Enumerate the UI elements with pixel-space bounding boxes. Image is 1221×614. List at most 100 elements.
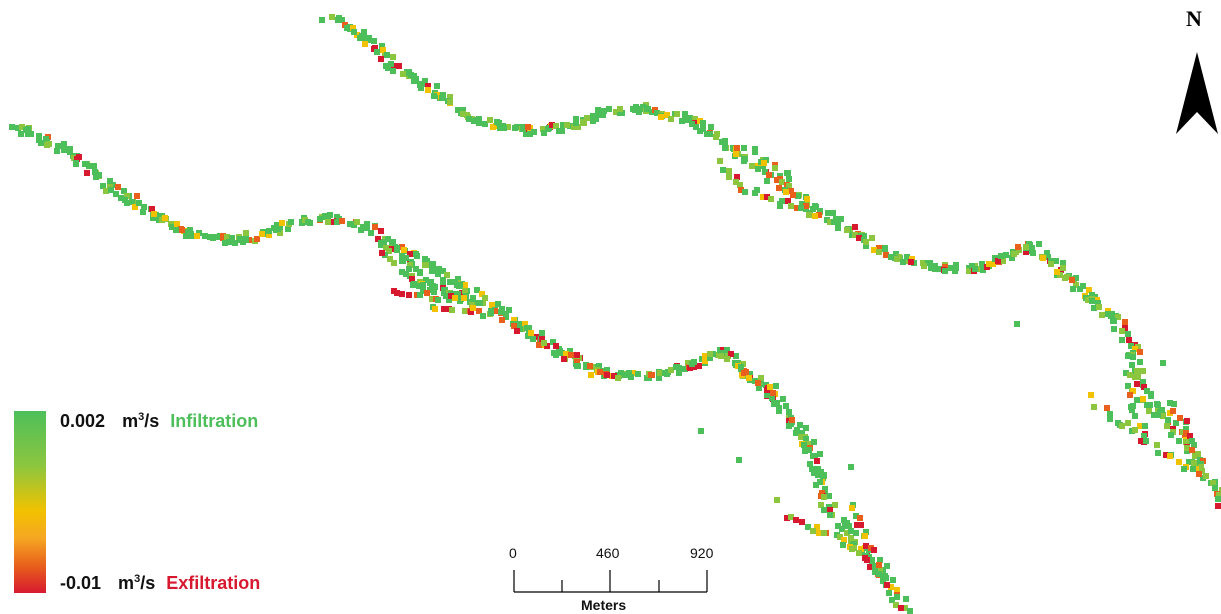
- river-cell: [630, 370, 636, 376]
- river-cell: [378, 242, 384, 248]
- river-cell: [584, 115, 590, 121]
- river-cell: [619, 110, 625, 116]
- river-cell: [644, 375, 650, 381]
- river-cell: [1155, 412, 1161, 418]
- river-cell: [871, 247, 877, 253]
- river-cell: [789, 417, 795, 423]
- north-arrow-icon: [1176, 52, 1218, 134]
- river-cell: [317, 216, 323, 222]
- river-cell: [361, 29, 367, 35]
- river-cell: [1053, 258, 1059, 264]
- river-cell: [596, 363, 602, 369]
- river-cell: [898, 605, 904, 611]
- river-cell: [804, 196, 810, 202]
- river-cell: [124, 193, 130, 199]
- river-cell: [136, 200, 142, 206]
- river-cell: [734, 145, 740, 151]
- river-cell: [522, 321, 528, 327]
- river-cell: [788, 188, 794, 194]
- river-cell: [790, 192, 796, 198]
- river-cell: [972, 266, 978, 272]
- river-cell: [884, 563, 890, 569]
- river-cell: [387, 256, 393, 262]
- river-cell: [1119, 423, 1125, 429]
- river-cell: [531, 129, 537, 135]
- river-cell: [279, 220, 285, 226]
- river-cell: [986, 261, 992, 267]
- river-cell: [413, 251, 419, 257]
- river-cell: [19, 124, 25, 130]
- river-cell: [693, 124, 699, 130]
- river-cell: [848, 535, 854, 541]
- river-cell: [541, 340, 547, 346]
- river-cell: [174, 221, 180, 227]
- river-cell: [726, 174, 732, 180]
- river-cell: [817, 208, 823, 214]
- river-cell: [820, 475, 826, 481]
- river-cell: [259, 231, 265, 237]
- river-cell: [1060, 265, 1066, 271]
- river-cell: [604, 372, 610, 378]
- river-cell: [814, 524, 820, 530]
- river-cell: [431, 288, 437, 294]
- river-cell: [512, 125, 518, 131]
- river-cell: [811, 439, 817, 445]
- river-cell: [372, 224, 378, 230]
- river-cell: [380, 47, 386, 53]
- river-cell: [648, 372, 654, 378]
- scale-tick-920: 920: [690, 545, 714, 561]
- river-cell: [795, 193, 801, 199]
- river-cell: [344, 25, 350, 31]
- river-cell: [809, 466, 815, 472]
- river-cell: [1155, 402, 1161, 408]
- river-cell: [452, 295, 458, 301]
- river-cell: [489, 302, 495, 308]
- river-cell: [92, 169, 98, 175]
- river-cell: [427, 280, 433, 286]
- river-cell: [724, 356, 730, 362]
- river-cell: [1183, 426, 1189, 432]
- river-cell: [503, 311, 509, 317]
- river-cell: [852, 232, 858, 238]
- river-cell: [525, 124, 531, 130]
- river-cell: [1141, 433, 1147, 439]
- river-cell: [756, 385, 762, 391]
- river-cell: [482, 295, 488, 301]
- river-cell: [560, 122, 566, 128]
- river-cell: [61, 141, 67, 147]
- river-cell: [743, 369, 749, 375]
- river-cell: [394, 290, 400, 296]
- legend-max-row: 0.002 m3/s Infiltration: [60, 411, 258, 432]
- river-cell: [1088, 392, 1094, 398]
- river-cell: [1122, 319, 1128, 325]
- river-cell: [226, 239, 232, 245]
- river-cell: [140, 209, 146, 215]
- river-cell: [811, 470, 817, 476]
- river-cell: [325, 213, 331, 219]
- river-cell: [1181, 466, 1187, 472]
- river-cell: [76, 154, 82, 160]
- river-cell: [872, 564, 878, 570]
- river-cell: [785, 170, 791, 176]
- river-cell: [1219, 487, 1221, 493]
- river-cell: [362, 41, 368, 47]
- river-cell: [806, 212, 812, 218]
- river-cell: [103, 188, 109, 194]
- river-cell: [626, 370, 632, 376]
- river-cell: [115, 184, 121, 190]
- river-cell: [707, 355, 713, 361]
- river-cell: [390, 239, 396, 245]
- river-cell: [872, 569, 878, 575]
- river-cell: [500, 123, 506, 129]
- river-cell: [527, 131, 533, 137]
- river-cell: [979, 261, 985, 267]
- river-cell: [803, 425, 809, 431]
- river-cell: [848, 464, 854, 470]
- river-cell: [990, 261, 996, 267]
- river-cell: [774, 497, 780, 503]
- river-cell: [889, 597, 895, 603]
- river-cell: [1119, 337, 1125, 343]
- river-cell: [769, 395, 775, 401]
- river-cell: [1184, 418, 1190, 424]
- river-cell: [863, 239, 869, 245]
